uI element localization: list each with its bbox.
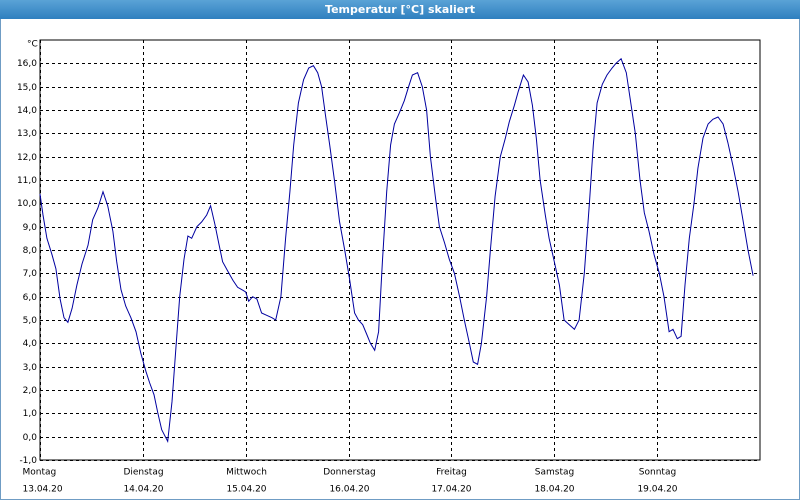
y-tick-label: 4,0: [23, 339, 38, 349]
x-tick-label: Mittwoch: [226, 468, 267, 478]
y-tick-label: -1,0: [19, 456, 37, 466]
x-tick-date: 15.04.20: [226, 485, 266, 495]
y-tick-label: 2,0: [23, 386, 38, 396]
y-tick-label: 10,0: [17, 199, 37, 209]
y-tick-label: 5,0: [23, 316, 38, 326]
x-tick-date: 19.04.20: [637, 485, 677, 495]
y-tick-label: 0,0: [23, 433, 38, 443]
x-tick-label: Freitag: [436, 468, 467, 478]
y-tick-label: 8,0: [23, 246, 38, 256]
temperature-line: [39, 57, 754, 444]
x-tick-date: 18.04.20: [534, 485, 574, 495]
x-tick-date: 16.04.20: [329, 485, 369, 495]
y-tick-label: 12,0: [17, 153, 37, 163]
y-tick-label: 15,0: [17, 83, 37, 93]
x-tick-date: 13.04.20: [23, 485, 63, 495]
x-tick-label: Montag: [23, 468, 57, 478]
y-tick-label: 1,0: [23, 409, 38, 419]
y-tick-label: 6,0: [23, 293, 38, 303]
x-tick-date: 17.04.20: [431, 485, 471, 495]
x-tick-label: Dienstag: [123, 468, 163, 478]
y-tick-label: 9,0: [23, 223, 38, 233]
y-tick-label: 11,0: [17, 176, 37, 186]
x-tick-label: Samstag: [535, 468, 574, 478]
y-tick-label: 3,0: [23, 363, 38, 373]
y-tick-label: 16,0: [17, 59, 37, 69]
x-tick-label: Donnerstag: [323, 468, 376, 478]
y-tick-label: 13,0: [17, 129, 37, 139]
x-tick-date: 14.04.20: [123, 485, 163, 495]
title-bar: [0, 0, 800, 19]
y-tick-label: 14,0: [17, 106, 37, 116]
window-title: Temperatur [°C] skaliert: [325, 3, 475, 16]
y-axis-label: °C: [27, 40, 38, 50]
y-tick-label: 7,0: [23, 269, 38, 279]
x-tick-label: Sonntag: [639, 468, 676, 478]
